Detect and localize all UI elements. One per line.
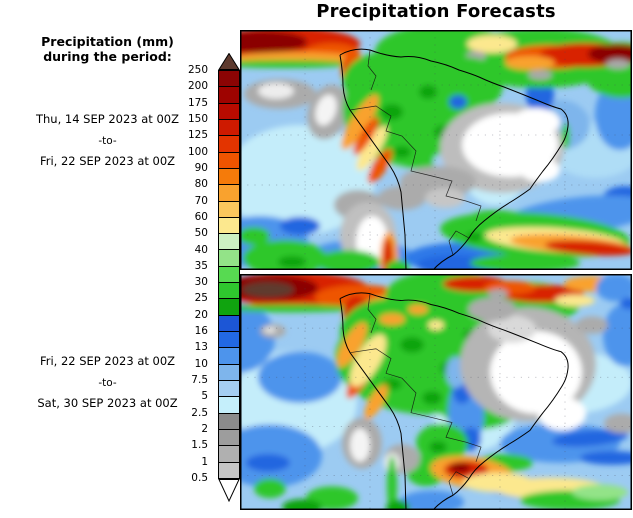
graticule — [240, 30, 632, 270]
precip-field-top — [240, 30, 632, 270]
colorbar-segment — [219, 184, 239, 201]
colorbar-tick-label: 175 — [187, 96, 208, 109]
colorbar-segment — [219, 233, 239, 250]
coastline — [339, 48, 569, 270]
colorbar-segment — [219, 428, 239, 446]
colorbar-segment — [219, 331, 239, 348]
precip-field-bottom — [240, 274, 632, 510]
colorbar-segment — [219, 461, 239, 478]
colorbar-tick-label: 2 — [201, 423, 208, 436]
page-title: Precipitation Forecasts — [316, 1, 556, 22]
colorbar-tick-label: 60 — [194, 210, 208, 223]
colorbar-tick-label: 1.5 — [191, 439, 208, 452]
legend-heading: Precipitation (mm) during the period: — [5, 34, 210, 64]
colorbar-tick-label: 2.5 — [191, 406, 208, 419]
colorbar-segment — [219, 379, 239, 397]
colorbar-tick-label: 150 — [187, 112, 208, 125]
colorbar-tick-label: 30 — [194, 276, 208, 289]
colorbar-segment — [219, 135, 239, 152]
colorbar-tick-label: 5 — [201, 390, 208, 403]
colorbar-segment — [219, 282, 239, 299]
colorbar-tick-label: 50 — [194, 227, 208, 240]
colorbar-tick-label: 10 — [194, 357, 208, 370]
colorbar-segment — [219, 118, 239, 136]
colorbar-tick-label: 13 — [194, 341, 208, 354]
country-borders — [349, 293, 482, 496]
colorbar-tick-label: 25 — [194, 292, 208, 305]
colorbar-segment — [219, 412, 239, 429]
period-1-to: Fri, 22 SEP 2023 at 00Z — [39, 154, 176, 168]
precipitation-map-period-1 — [240, 30, 632, 270]
colorbar-underflow-arrow-icon — [218, 479, 240, 502]
colorbar-tick-label: 125 — [187, 129, 208, 142]
colorbar-tick-label: 35 — [194, 259, 208, 272]
colorbar-tick-label: 0.5 — [191, 472, 208, 484]
graticule — [240, 274, 632, 510]
legend-heading-line1: Precipitation (mm) — [41, 34, 174, 49]
colorbar-tick-label: 70 — [194, 194, 208, 207]
colorbar-segment — [219, 314, 239, 331]
period-2-label: Fri, 22 SEP 2023 at 00Z -to- Sat, 30 SEP… — [5, 354, 210, 410]
colorbar-segment — [219, 445, 239, 462]
colorbar-overflow-arrow-icon — [218, 53, 240, 70]
map-frame — [240, 30, 632, 270]
period-2-from: Fri, 22 SEP 2023 at 00Z — [39, 354, 176, 368]
legend-heading-line2: during the period: — [43, 49, 172, 64]
colorbar-segment — [219, 86, 239, 103]
colorbar-segment — [219, 363, 239, 380]
period-2-to: Sat, 30 SEP 2023 at 00Z — [37, 396, 178, 410]
colorbar-segment — [219, 167, 239, 185]
colorbar — [218, 70, 240, 479]
colorbar-tick-label: 1 — [201, 455, 208, 468]
colorbar-segment — [219, 249, 239, 266]
colorbar-segment — [219, 347, 239, 364]
colorbar-tick-label: 250 — [187, 64, 208, 76]
colorbar-tick-label: 80 — [194, 178, 208, 191]
colorbar-tick-label: 100 — [187, 145, 208, 158]
country-borders — [349, 49, 482, 256]
colorbar-tick-label: 20 — [194, 308, 208, 321]
period-1-separator: -to- — [98, 135, 117, 147]
colorbar-tick-labels: 250 200 175 150 125 100 90 80 70 60 50 40 35 30 25 20 16… — [168, 53, 214, 484]
colorbar-segment — [219, 216, 239, 234]
coastline — [339, 292, 569, 510]
colorbar-segment — [219, 70, 239, 87]
period-2-separator: -to- — [98, 377, 117, 389]
colorbar-tick-label: 16 — [194, 325, 208, 338]
colorbar-segment — [219, 102, 239, 119]
colorbar-tick-label: 200 — [187, 80, 208, 93]
colorbar-tick-label: 40 — [194, 243, 208, 256]
colorbar-segment — [219, 298, 239, 315]
colorbar-segment — [219, 396, 239, 413]
colorbar-tick-label: 7.5 — [191, 374, 208, 387]
colorbar-segment — [219, 265, 239, 283]
map-frame — [240, 274, 632, 510]
period-1-label: Thu, 14 SEP 2023 at 00Z -to- Fri, 22 SEP… — [5, 112, 210, 168]
colorbar-tick-label: 90 — [194, 161, 208, 174]
period-1-from: Thu, 14 SEP 2023 at 00Z — [35, 112, 179, 126]
colorbar-segment — [219, 200, 239, 217]
colorbar-segment — [219, 151, 239, 168]
precipitation-map-period-2 — [240, 274, 632, 510]
